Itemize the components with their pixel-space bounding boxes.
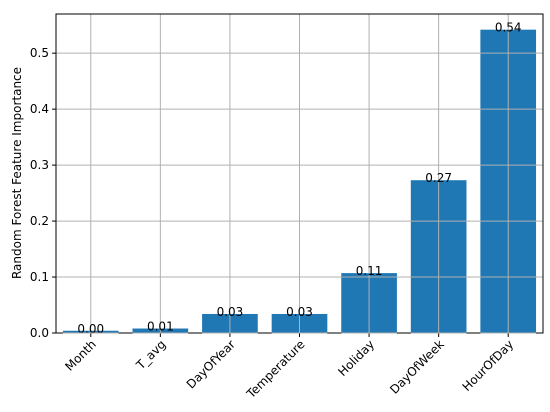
x-axis: Month T_avg DayOfYear Temperature Holiday Day… [62,333,516,402]
data-labels: 0.00 0.01 0.03 0.03 0.11 0.27 0.54 [62,21,537,336]
y-axis-label: Random Forest Feature Importance [10,67,24,279]
x-tick-label: DayOfWeek [387,337,447,397]
bar-value-label: 0.27 [425,171,452,185]
x-tick-label: T_avg [133,337,169,373]
bar-value-label: 0.03 [217,305,244,319]
y-tick-label: 0.5 [30,46,49,60]
y-tick-label: 0.4 [30,102,49,116]
bar-value-label: 0.11 [356,264,383,278]
y-axis: 0.0 0.1 0.2 0.3 0.4 0.5 [30,46,56,340]
bar-value-label: 0.00 [77,322,104,336]
x-tick-label: Temperature [243,337,307,401]
x-tick-label: DayOfYear [184,337,238,391]
bar-value-label: 0.54 [495,21,522,35]
y-tick-label: 0.1 [30,270,49,284]
x-tick-label: HourOfDay [460,337,517,394]
x-tick-label: Month [62,337,99,374]
y-tick-label: 0.0 [30,326,49,340]
x-tick-label: Holiday [335,337,377,379]
y-tick-label: 0.3 [30,158,49,172]
bar-value-label: 0.01 [147,320,174,334]
y-tick-label: 0.2 [30,214,49,228]
bar-value-label: 0.03 [286,305,313,319]
